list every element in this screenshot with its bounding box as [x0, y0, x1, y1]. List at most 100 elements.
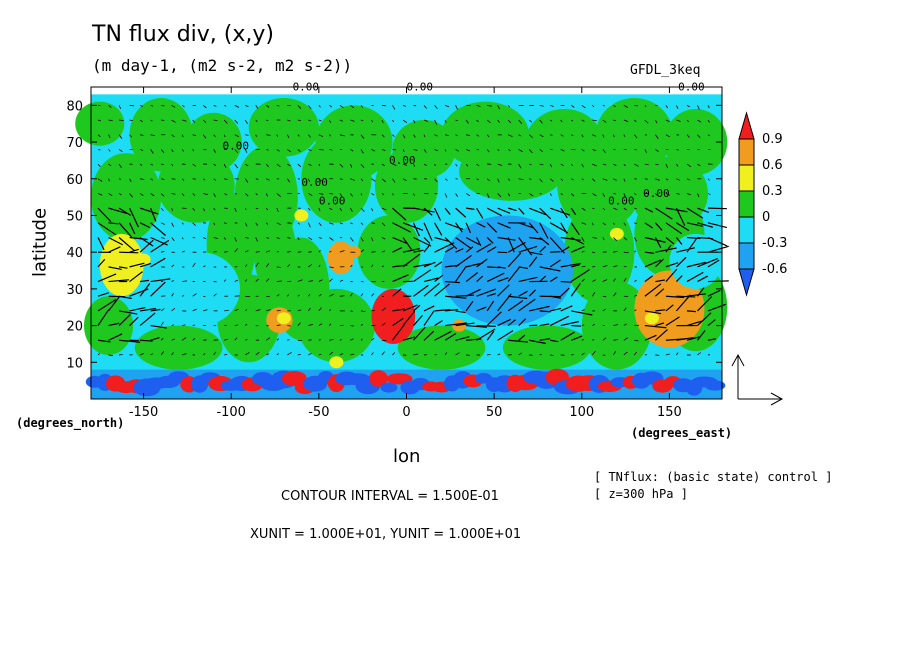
flux-vector	[655, 178, 660, 181]
flux-vector	[529, 251, 543, 256]
flux-vector	[329, 309, 332, 312]
flux-vector	[245, 237, 249, 239]
flux-vector	[139, 207, 159, 215]
flux-vector	[665, 193, 670, 196]
flux-vector	[612, 134, 615, 138]
flux-vector	[602, 295, 607, 298]
flux-vector	[570, 222, 580, 236]
flux-vector	[224, 251, 228, 253]
flux-vector	[350, 222, 353, 225]
flux-vector	[97, 119, 101, 122]
flux-vector	[444, 237, 458, 250]
flux-vector	[318, 193, 324, 195]
flux-vector	[118, 163, 122, 168]
flux-vector	[686, 207, 704, 219]
flux-vector	[476, 207, 484, 219]
flux-vector	[676, 352, 679, 356]
flux-vector	[224, 309, 229, 312]
flux-vector	[413, 315, 423, 326]
flux-vector	[539, 310, 551, 313]
flux-vector	[434, 207, 442, 221]
flux-vector	[434, 134, 438, 137]
flux-vector	[528, 149, 533, 154]
flux-vector	[297, 163, 302, 168]
flux-vector	[423, 149, 427, 153]
vector-units-text: XUNIT = 1.000E+01, YUNIT = 1.000E+01	[250, 527, 522, 542]
flux-vector	[434, 274, 444, 283]
flux-vector	[150, 149, 154, 154]
flux-vector	[613, 278, 616, 282]
flux-vector	[507, 149, 511, 152]
flux-vector	[350, 237, 354, 242]
flux-vector	[266, 295, 270, 298]
flux-vector	[497, 207, 511, 214]
flux-vector	[518, 207, 525, 215]
flux-vector	[423, 244, 431, 253]
flux-vector	[297, 322, 301, 326]
flux-vector	[213, 163, 216, 166]
flux-vector	[97, 237, 105, 251]
flux-vector	[244, 309, 248, 312]
flux-vector	[707, 105, 710, 109]
flux-vector	[245, 295, 250, 298]
flux-vector	[150, 353, 154, 356]
flux-vector	[245, 134, 249, 136]
flux-vector	[707, 280, 729, 283]
flux-vector	[402, 104, 407, 107]
flux-vector	[139, 222, 151, 229]
flux-vector	[434, 261, 443, 268]
flux-vector	[234, 149, 239, 154]
flux-vector	[297, 339, 303, 342]
spot	[609, 227, 624, 240]
flux-vector	[392, 149, 397, 151]
flux-vector	[550, 339, 559, 343]
flux-vector	[402, 310, 416, 326]
flux-vector	[160, 207, 164, 212]
x-tick-label: -100	[216, 405, 246, 420]
flux-vector	[308, 163, 312, 166]
flux-vector	[581, 149, 585, 152]
flux-vector	[97, 339, 111, 343]
flux-vector	[581, 352, 585, 356]
flux-vector	[224, 178, 228, 181]
flux-vector	[329, 105, 333, 108]
spot	[644, 312, 659, 325]
flux-vector	[676, 193, 681, 195]
flux-vector	[392, 119, 395, 123]
x-tick-label: 100	[569, 405, 594, 420]
flux-vector	[486, 246, 497, 253]
flux-vector	[150, 119, 153, 122]
flux-vector	[445, 295, 467, 299]
flux-vector	[119, 251, 139, 254]
flux-vector	[255, 278, 259, 282]
flux-vector	[497, 318, 512, 327]
flux-vector	[413, 284, 429, 297]
flux-vector	[276, 207, 279, 212]
flux-vector	[602, 207, 606, 211]
flux-vector	[444, 193, 448, 198]
flux-vector	[266, 250, 270, 253]
flux-vector	[665, 244, 672, 253]
flux-vector	[360, 149, 364, 154]
flux-vector	[634, 163, 639, 167]
flux-vector	[455, 310, 466, 314]
flux-vector	[707, 193, 711, 196]
flux-vector	[623, 193, 626, 197]
flux-vector	[360, 310, 366, 313]
flux-vector	[150, 308, 161, 312]
flux-vector	[539, 207, 552, 220]
flux-vector	[676, 178, 681, 181]
flux-vector	[549, 315, 569, 327]
flux-vector	[308, 237, 313, 241]
flux-vector	[307, 222, 311, 228]
ref-vector-y-head	[731, 353, 745, 367]
chart-subtitle: (m day-1, (m2 s-2, m2 s-2))	[92, 56, 353, 75]
flux-vector	[202, 119, 207, 123]
y-tick-label: 40	[66, 246, 83, 261]
flux-vector	[592, 134, 597, 137]
region-2	[161, 252, 240, 326]
flux-vector	[466, 207, 475, 210]
ref-vector-x-head	[770, 392, 784, 406]
flux-vector	[402, 304, 418, 312]
